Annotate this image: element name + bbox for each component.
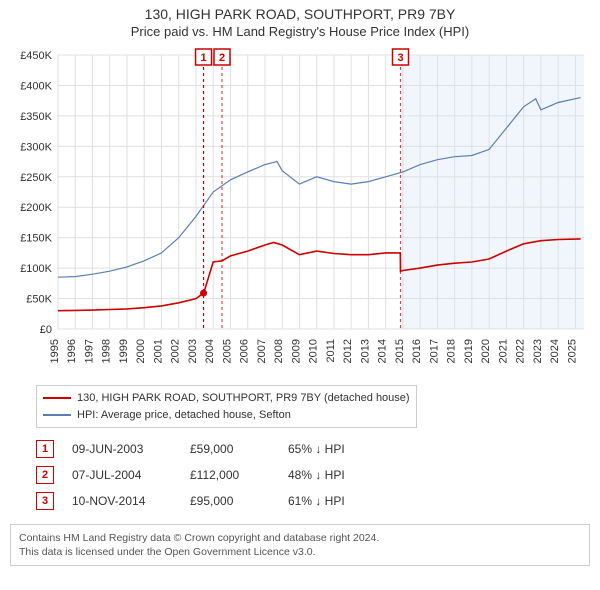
event-date: 09-JUN-2003 [72,442,172,456]
chart: £0 £50K £100K £150K £200K £250K £300K £350K £400… [10,47,590,377]
svg-text:2000: 2000 [135,339,147,363]
svg-text:2013: 2013 [359,339,371,363]
chart-svg: £0 £50K £100K £150K £200K £250K £300K £350K £400… [10,47,590,377]
footer-line2: This data is licensed under the Open Gov… [19,545,581,559]
svg-text:£450K: £450K [20,50,52,62]
svg-text:£300K: £300K [20,141,52,153]
events-table: 1 09-JUN-2003 £59,000 65% ↓ HPI 2 07-JUL… [36,436,590,514]
event-row: 3 10-NOV-2014 £95,000 61% ↓ HPI [36,488,590,514]
svg-text:2014: 2014 [377,339,389,363]
attribution-footer: Contains HM Land Registry data © Crown c… [10,524,590,566]
svg-text:3: 3 [397,52,403,64]
svg-text:2016: 2016 [411,339,423,363]
svg-text:1999: 1999 [118,339,130,363]
svg-text:£350K: £350K [20,111,52,123]
svg-text:2017: 2017 [428,339,440,363]
svg-text:2003: 2003 [187,339,199,363]
event-row: 1 09-JUN-2003 £59,000 65% ↓ HPI [36,436,590,462]
chart-title-sub: Price paid vs. HM Land Registry's House … [0,24,600,39]
svg-text:2010: 2010 [308,339,320,363]
svg-text:2020: 2020 [480,339,492,363]
legend-swatch-hpi [43,414,71,416]
svg-text:2022: 2022 [515,339,527,363]
svg-text:2005: 2005 [221,339,233,363]
svg-text:2007: 2007 [256,339,268,363]
svg-text:1998: 1998 [101,339,113,363]
chart-titles: 130, HIGH PARK ROAD, SOUTHPORT, PR9 7BY … [0,0,600,41]
svg-text:£400K: £400K [20,80,52,92]
svg-text:2015: 2015 [394,339,406,363]
event-marker: 3 [36,492,54,510]
svg-text:2004: 2004 [204,339,216,363]
legend-item-property: 130, HIGH PARK ROAD, SOUTHPORT, PR9 7BY … [43,390,410,407]
svg-text:2021: 2021 [497,339,509,363]
svg-text:2: 2 [219,52,225,64]
svg-text:£50K: £50K [26,294,52,306]
event-date: 10-NOV-2014 [72,494,172,508]
chart-title-address: 130, HIGH PARK ROAD, SOUTHPORT, PR9 7BY [0,6,600,22]
svg-text:2011: 2011 [325,339,337,363]
footer-line1: Contains HM Land Registry data © Crown c… [19,531,581,545]
svg-text:2009: 2009 [290,339,302,363]
svg-text:2002: 2002 [170,339,182,363]
event-delta: 65% ↓ HPI [288,442,398,456]
legend: 130, HIGH PARK ROAD, SOUTHPORT, PR9 7BY … [36,385,417,428]
svg-text:£250K: £250K [20,172,52,184]
svg-text:1: 1 [200,52,206,64]
svg-text:2024: 2024 [549,339,561,363]
event-price: £95,000 [190,494,270,508]
legend-label-property: 130, HIGH PARK ROAD, SOUTHPORT, PR9 7BY … [77,390,410,407]
event-delta: 61% ↓ HPI [288,494,398,508]
svg-text:£0: £0 [40,324,52,336]
event-marker: 1 [36,440,54,458]
event-price: £112,000 [190,468,270,482]
svg-text:£100K: £100K [20,263,52,275]
svg-text:2023: 2023 [532,339,544,363]
svg-text:£200K: £200K [20,202,52,214]
svg-text:2025: 2025 [566,339,578,363]
svg-text:1996: 1996 [66,339,78,363]
legend-swatch-property [43,397,71,399]
event-row: 2 07-JUL-2004 £112,000 48% ↓ HPI [36,462,590,488]
event-marker: 2 [36,466,54,484]
svg-text:2018: 2018 [446,339,458,363]
svg-text:2001: 2001 [152,339,164,363]
svg-text:1995: 1995 [49,339,61,363]
event-delta: 48% ↓ HPI [288,468,398,482]
legend-label-hpi: HPI: Average price, detached house, Seft… [77,407,291,424]
event-price: £59,000 [190,442,270,456]
svg-text:2006: 2006 [239,339,251,363]
svg-text:2008: 2008 [273,339,285,363]
svg-text:2019: 2019 [463,339,475,363]
svg-text:2012: 2012 [342,339,354,363]
legend-item-hpi: HPI: Average price, detached house, Seft… [43,407,410,424]
svg-text:1997: 1997 [83,339,95,363]
event-date: 07-JUL-2004 [72,468,172,482]
svg-text:£150K: £150K [20,233,52,245]
